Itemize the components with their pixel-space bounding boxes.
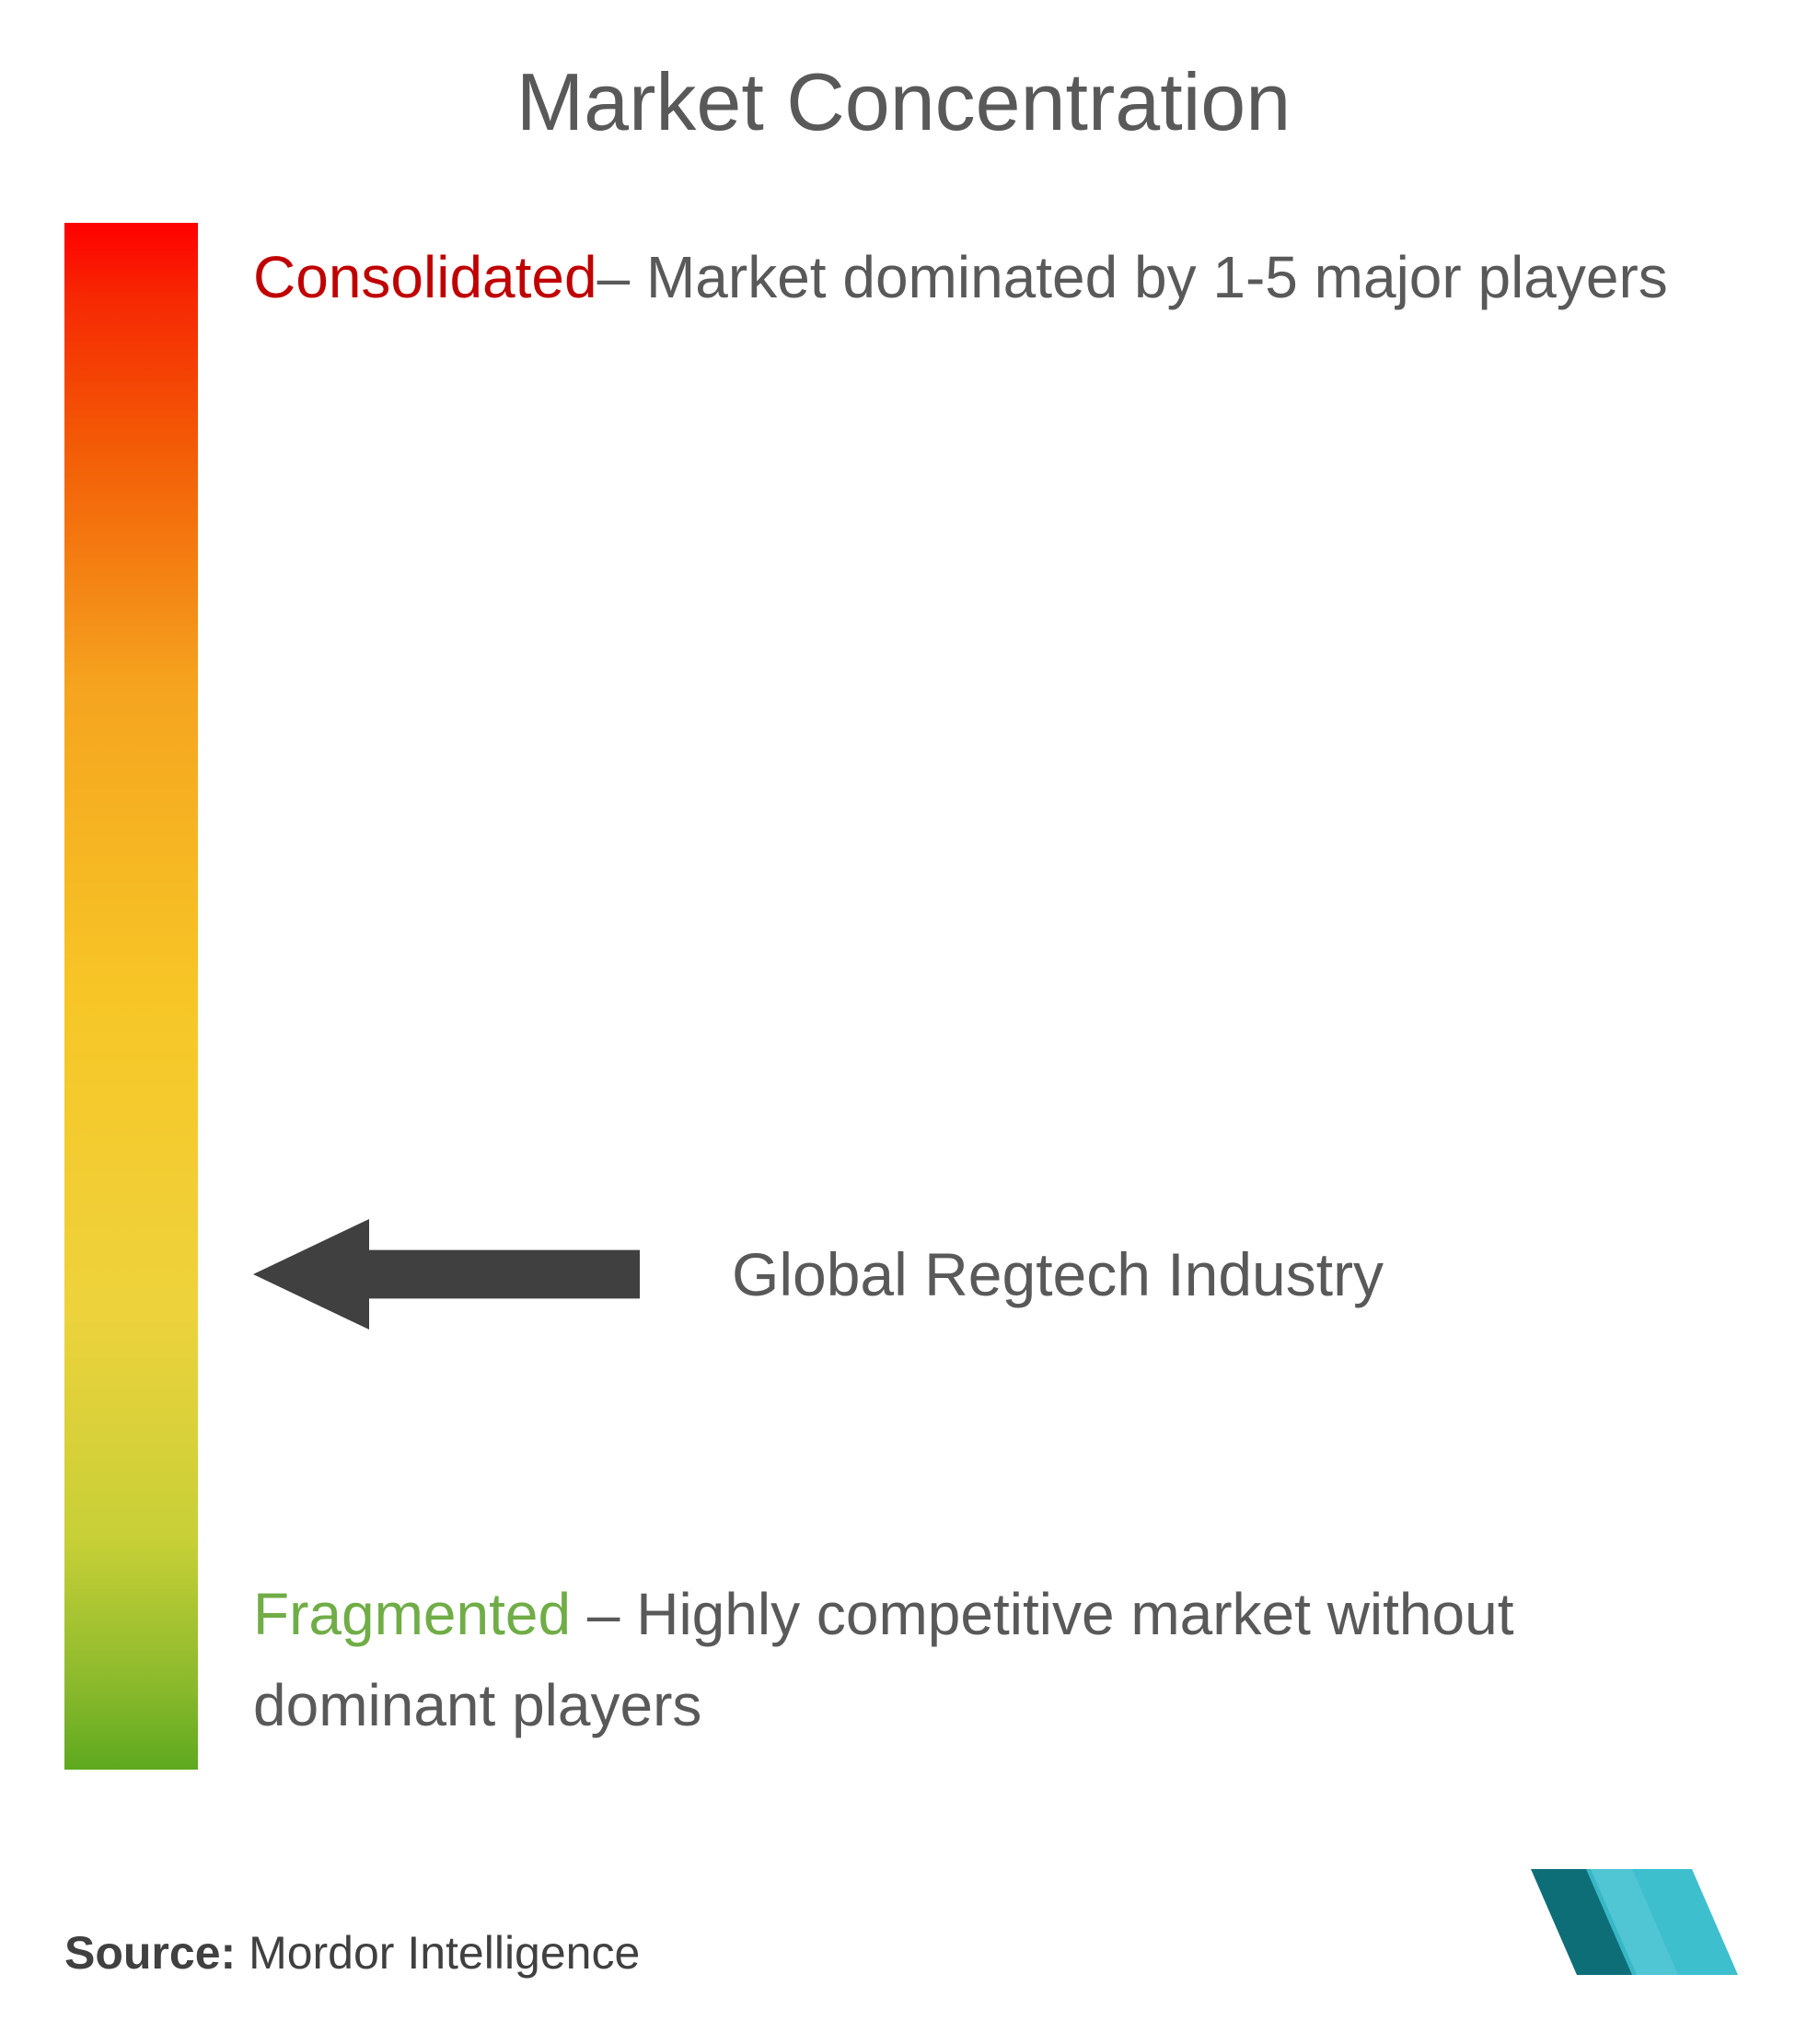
footer: Source: Mordor Intelligence bbox=[64, 1860, 1743, 1980]
concentration-gradient-bar bbox=[64, 223, 198, 1770]
content-area: Consolidated– Market dominated by 1-5 ma… bbox=[55, 223, 1752, 1770]
industry-indicator: Global Regtech Industry bbox=[253, 1219, 1715, 1330]
chart-title: Market Concentration bbox=[55, 55, 1752, 149]
consolidated-highlight: Consolidated bbox=[253, 244, 597, 310]
left-arrow-icon bbox=[253, 1219, 640, 1330]
consolidated-description: – Market dominated by 1-5 major players bbox=[597, 244, 1668, 310]
source-attribution: Source: Mordor Intelligence bbox=[64, 1926, 640, 1980]
mordor-logo-icon bbox=[1531, 1860, 1743, 1980]
fragmented-highlight: Fragmented bbox=[253, 1581, 571, 1647]
industry-label: Global Regtech Industry bbox=[732, 1239, 1384, 1309]
labels-area: Consolidated– Market dominated by 1-5 ma… bbox=[253, 223, 1752, 1770]
source-prefix: Source: bbox=[64, 1927, 236, 1979]
source-name: Mordor Intelligence bbox=[236, 1927, 640, 1979]
fragmented-label: Fragmented – Highly competitive market w… bbox=[253, 1569, 1715, 1751]
consolidated-label: Consolidated– Market dominated by 1-5 ma… bbox=[253, 232, 1715, 323]
